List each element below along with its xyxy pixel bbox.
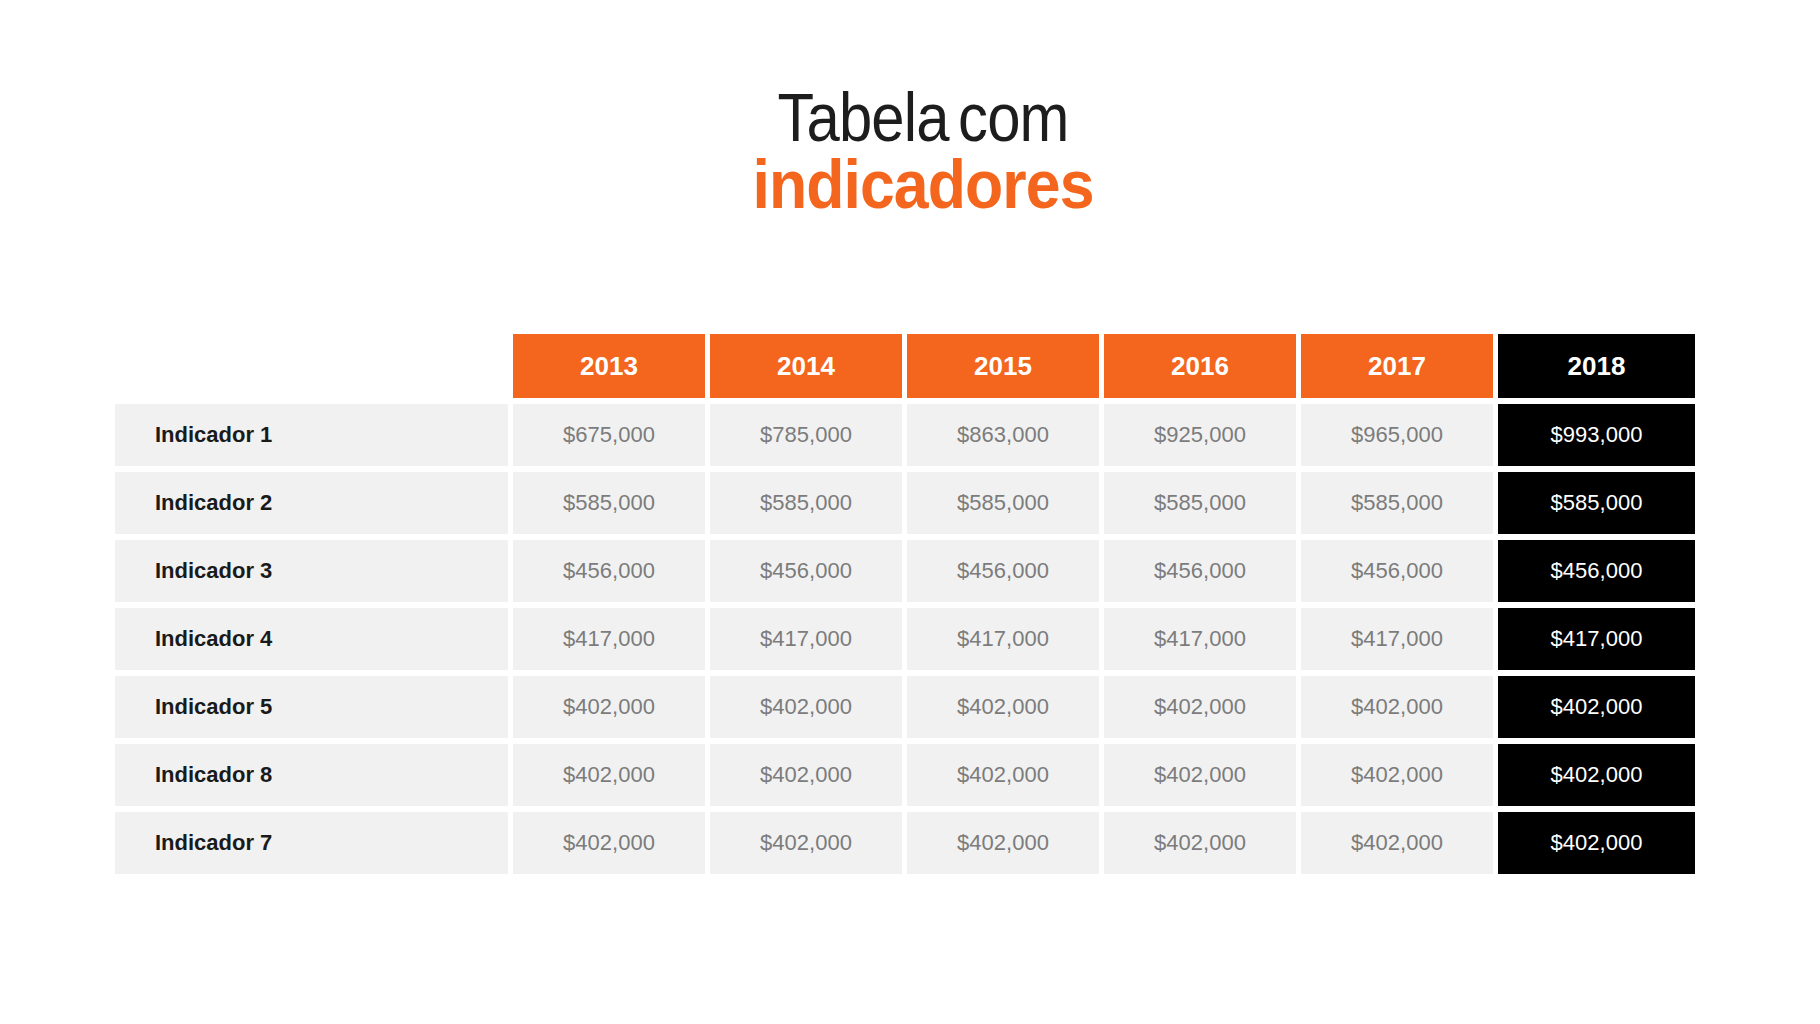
value-cell: $417,000 (1104, 608, 1296, 670)
page-title: Tabela com indicadores (13, 84, 1820, 218)
value-cell-2018: $456,000 (1498, 540, 1695, 602)
value-cell: $402,000 (1301, 812, 1493, 874)
value-cell-2018: $417,000 (1498, 608, 1695, 670)
table-corner-spacer (115, 334, 508, 398)
value-cell: $456,000 (907, 540, 1099, 602)
year-header-2017: 2017 (1301, 334, 1493, 398)
value-cell: $965,000 (1301, 404, 1493, 466)
slide: Tabela com indicadores 2013 2014 2015 20… (0, 0, 1820, 1024)
value-cell: $402,000 (1104, 812, 1296, 874)
title-line-2: indicadores (86, 151, 1760, 218)
row-label: Indicador 5 (115, 676, 508, 738)
value-cell: $456,000 (1301, 540, 1493, 602)
value-cell: $402,000 (1104, 676, 1296, 738)
row-label: Indicador 7 (115, 812, 508, 874)
value-cell-2018: $993,000 (1498, 404, 1695, 466)
value-cell-2018: $402,000 (1498, 744, 1695, 806)
value-cell: $402,000 (907, 676, 1099, 738)
value-cell: $417,000 (1301, 608, 1493, 670)
value-cell: $402,000 (907, 812, 1099, 874)
row-label: Indicador 4 (115, 608, 508, 670)
value-cell: $402,000 (1301, 676, 1493, 738)
value-cell: $402,000 (513, 812, 705, 874)
value-cell: $585,000 (907, 472, 1099, 534)
indicators-table: 2013 2014 2015 2016 2017 2018 Indicador … (115, 334, 1695, 874)
value-cell: $402,000 (710, 744, 902, 806)
value-cell: $402,000 (710, 676, 902, 738)
value-cell: $402,000 (907, 744, 1099, 806)
value-cell: $417,000 (907, 608, 1099, 670)
row-label: Indicador 2 (115, 472, 508, 534)
value-cell: $785,000 (710, 404, 902, 466)
value-cell: $925,000 (1104, 404, 1296, 466)
value-cell: $456,000 (1104, 540, 1296, 602)
value-cell: $585,000 (513, 472, 705, 534)
row-label: Indicador 1 (115, 404, 508, 466)
value-cell: $402,000 (710, 812, 902, 874)
value-cell: $417,000 (513, 608, 705, 670)
value-cell: $585,000 (1104, 472, 1296, 534)
row-label: Indicador 3 (115, 540, 508, 602)
value-cell-2018: $585,000 (1498, 472, 1695, 534)
row-label: Indicador 8 (115, 744, 508, 806)
year-header-2013: 2013 (513, 334, 705, 398)
value-cell: $402,000 (1104, 744, 1296, 806)
year-header-2015: 2015 (907, 334, 1099, 398)
value-cell: $456,000 (513, 540, 705, 602)
value-cell: $863,000 (907, 404, 1099, 466)
value-cell-2018: $402,000 (1498, 812, 1695, 874)
value-cell: $675,000 (513, 404, 705, 466)
title-line-1: Tabela com (122, 84, 1724, 151)
year-header-2014: 2014 (710, 334, 902, 398)
value-cell: $585,000 (710, 472, 902, 534)
year-header-2016: 2016 (1104, 334, 1296, 398)
value-cell: $417,000 (710, 608, 902, 670)
value-cell: $402,000 (1301, 744, 1493, 806)
value-cell: $402,000 (513, 744, 705, 806)
value-cell-2018: $402,000 (1498, 676, 1695, 738)
value-cell: $456,000 (710, 540, 902, 602)
value-cell: $585,000 (1301, 472, 1493, 534)
value-cell: $402,000 (513, 676, 705, 738)
year-header-2018: 2018 (1498, 334, 1695, 398)
